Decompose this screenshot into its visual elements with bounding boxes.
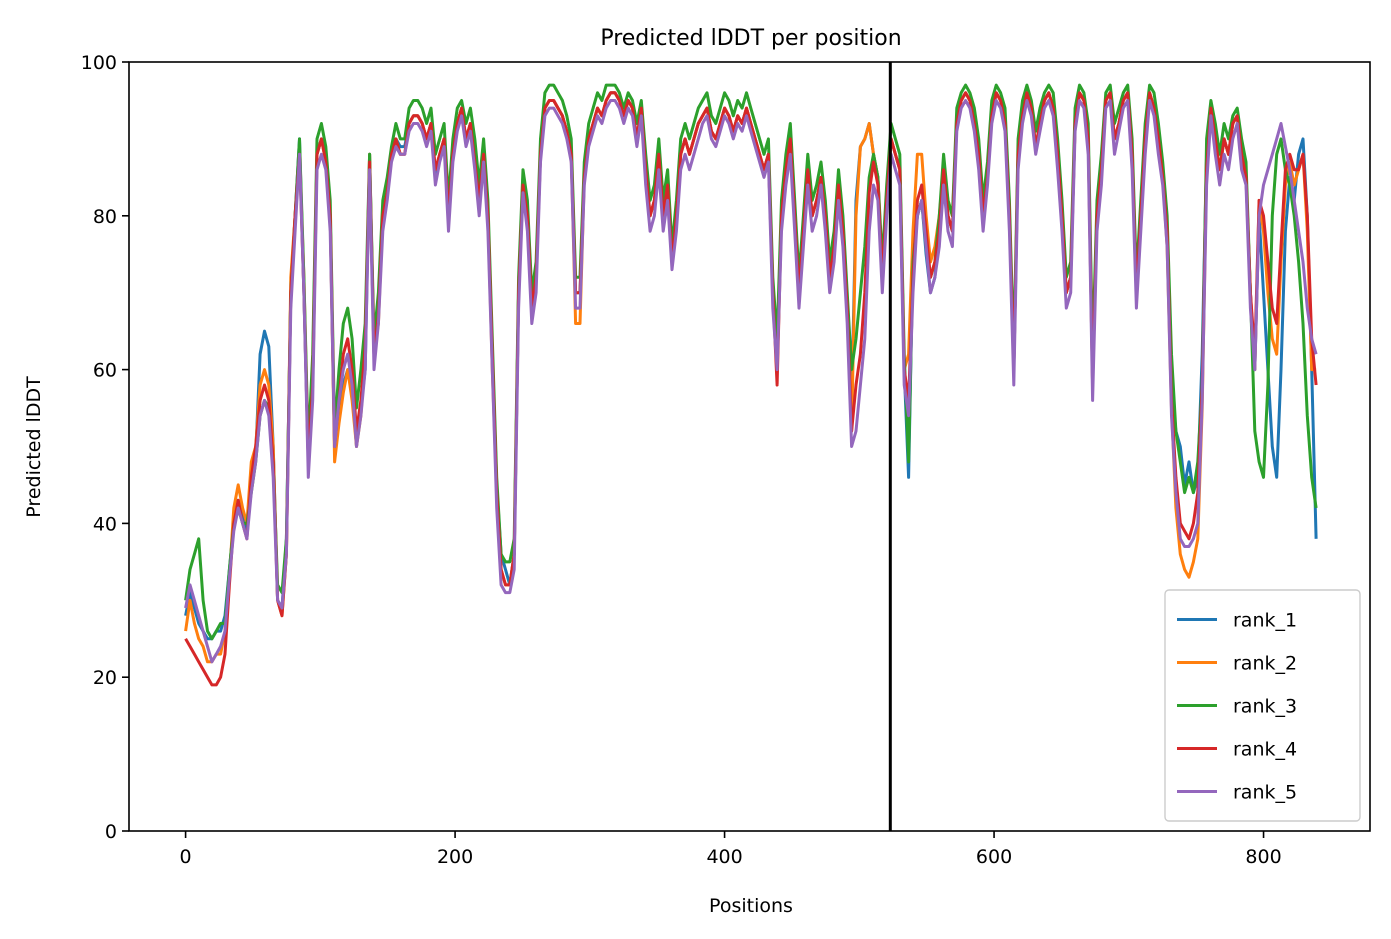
x-tick-label: 600 [976, 846, 1012, 868]
y-tick-label: 80 [93, 206, 117, 228]
legend-label-rank_3: rank_3 [1233, 696, 1297, 718]
legend-label-rank_4: rank_4 [1233, 739, 1297, 761]
x-tick-label: 800 [1245, 846, 1281, 868]
y-tick-label: 100 [81, 52, 117, 74]
axes-frame [128, 61, 1371, 832]
chart-title: Predicted lDDT per position [600, 26, 901, 51]
legend-label-rank_1: rank_1 [1233, 610, 1297, 632]
axes: 0 200 400 600 800 0 20 40 60 80 100 [81, 52, 1371, 868]
y-tick-label: 40 [93, 513, 117, 535]
x-axis-label: Positions [709, 895, 793, 917]
y-axis-label: Predicted lDDT [23, 376, 45, 518]
legend-label-rank_2: rank_2 [1233, 653, 1297, 675]
y-tick-label: 0 [105, 821, 117, 843]
x-tick-label: 400 [706, 846, 742, 868]
legend: rank_1 rank_2 rank_3 rank_4 rank_5 [1164, 589, 1361, 822]
plot-area [184, 62, 1318, 831]
series-line-rank_5 [184, 99, 1318, 664]
legend-box [1164, 589, 1361, 822]
y-tick-label: 20 [93, 667, 117, 689]
legend-label-rank_5: rank_5 [1233, 782, 1297, 804]
x-tick-label: 0 [180, 846, 192, 868]
y-tick-label: 60 [93, 360, 117, 382]
x-tick-label: 200 [437, 846, 473, 868]
